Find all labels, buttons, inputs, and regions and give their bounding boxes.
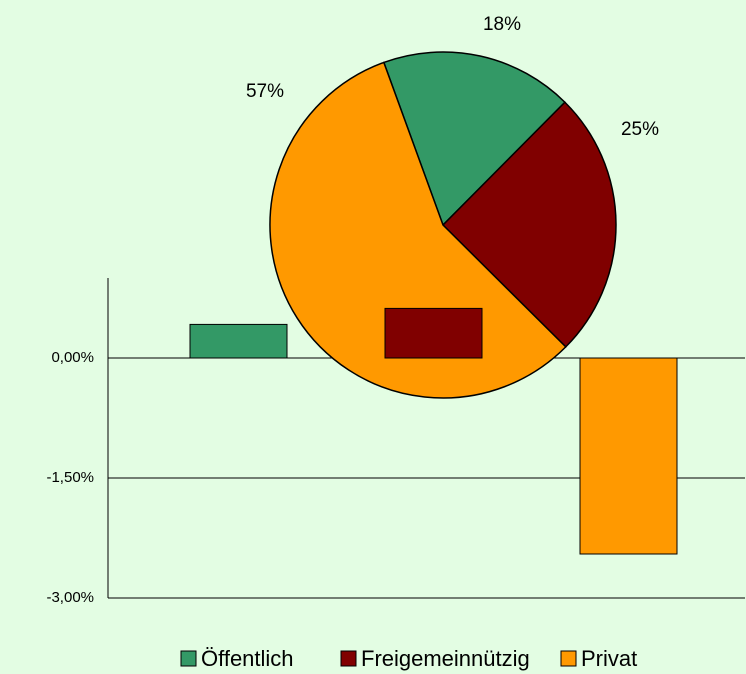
legend-label: Öffentlich bbox=[201, 646, 294, 671]
legend-swatch bbox=[180, 650, 197, 667]
y-tick-label: -3,00% bbox=[46, 589, 94, 606]
pie-slice bbox=[269, 61, 567, 399]
legend-swatch bbox=[340, 650, 357, 667]
bar bbox=[579, 357, 678, 555]
pie-label: 18% bbox=[483, 14, 521, 35]
y-tick-label: -1,50% bbox=[46, 469, 94, 486]
pie-slice bbox=[441, 101, 617, 348]
legend-label: Freigemeinnützig bbox=[361, 646, 530, 671]
bar bbox=[189, 323, 288, 359]
pie-label: 57% bbox=[246, 81, 284, 102]
y-tick-label: 0,00% bbox=[51, 349, 94, 366]
bar bbox=[384, 307, 483, 359]
legend-swatch bbox=[560, 650, 577, 667]
legend-label: Privat bbox=[581, 646, 637, 671]
pie-label: 25% bbox=[621, 119, 659, 140]
pie-slice bbox=[382, 51, 566, 227]
